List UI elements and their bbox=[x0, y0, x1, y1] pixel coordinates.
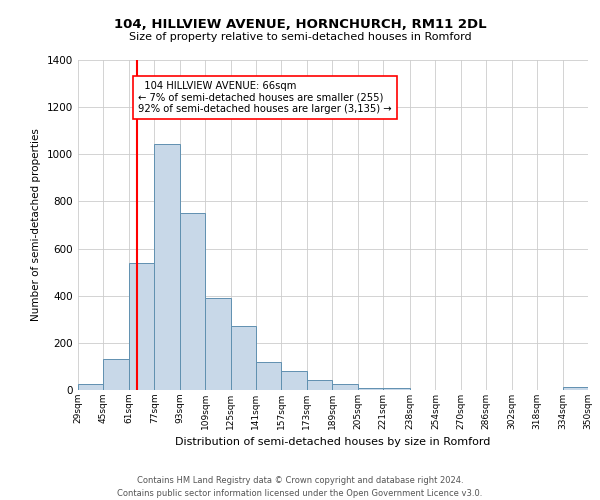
Bar bbox=[332, 384, 358, 390]
Bar bbox=[256, 362, 281, 390]
Text: Contains HM Land Registry data © Crown copyright and database right 2024.
Contai: Contains HM Land Registry data © Crown c… bbox=[118, 476, 482, 498]
Bar bbox=[307, 380, 332, 390]
Bar bbox=[154, 144, 179, 390]
Bar bbox=[358, 388, 383, 390]
Bar bbox=[103, 360, 129, 390]
Y-axis label: Number of semi-detached properties: Number of semi-detached properties bbox=[31, 128, 41, 322]
Text: 104 HILLVIEW AVENUE: 66sqm  
← 7% of semi-detached houses are smaller (255)
92% : 104 HILLVIEW AVENUE: 66sqm ← 7% of semi-… bbox=[139, 81, 392, 114]
Bar bbox=[129, 262, 154, 390]
Bar bbox=[383, 388, 410, 390]
Bar bbox=[281, 370, 307, 390]
Bar bbox=[563, 387, 588, 390]
Bar bbox=[78, 384, 103, 390]
Bar bbox=[205, 298, 230, 390]
Text: 104, HILLVIEW AVENUE, HORNCHURCH, RM11 2DL: 104, HILLVIEW AVENUE, HORNCHURCH, RM11 2… bbox=[113, 18, 487, 30]
Text: Size of property relative to semi-detached houses in Romford: Size of property relative to semi-detach… bbox=[128, 32, 472, 42]
Bar bbox=[230, 326, 256, 390]
X-axis label: Distribution of semi-detached houses by size in Romford: Distribution of semi-detached houses by … bbox=[175, 438, 491, 448]
Bar bbox=[179, 213, 205, 390]
